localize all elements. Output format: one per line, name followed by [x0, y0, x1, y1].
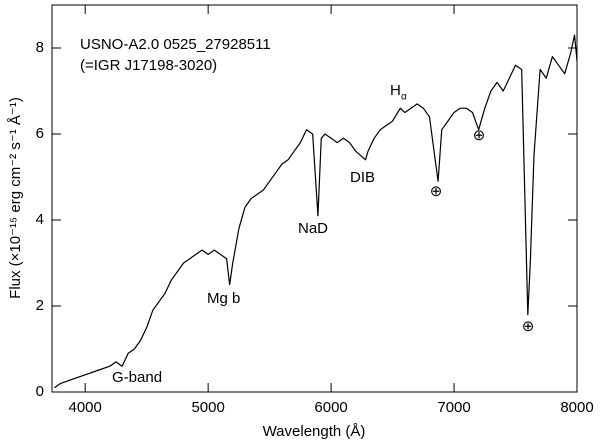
- spectrum-line: [54, 34, 578, 389]
- x-tick-label: 5000: [191, 399, 224, 416]
- annotation: USNO-A2.0 0525_27928511: [80, 36, 271, 53]
- annotation: (=IGR J17198-3020): [80, 57, 217, 74]
- annotation: H: [390, 82, 401, 99]
- y-tick-label: 2: [36, 297, 44, 314]
- annotation: Mg b: [207, 290, 240, 307]
- annotation: ⊕: [473, 127, 486, 144]
- x-tick-label: 4000: [69, 399, 102, 416]
- annotation: NaD: [298, 220, 328, 237]
- y-tick-label: 0: [36, 383, 44, 400]
- annotation: ⊕: [430, 183, 443, 200]
- y-tick-label: 4: [36, 211, 44, 228]
- x-tick-label: 7000: [437, 399, 470, 416]
- annotation: α: [401, 92, 407, 103]
- x-tick-label: 8000: [560, 399, 593, 416]
- annotation: ⊕: [522, 318, 535, 335]
- y-tick-label: 8: [36, 39, 44, 56]
- annotation: DIB: [350, 169, 375, 186]
- x-tick-label: 6000: [314, 399, 347, 416]
- y-tick-label: 6: [36, 125, 44, 142]
- annotation: G-band: [112, 369, 162, 386]
- y-axis-label: Flux (×10⁻¹⁵ erg cm⁻² s⁻¹ Å⁻¹): [7, 97, 24, 299]
- plot-frame: [51, 4, 578, 393]
- x-axis-label: Wavelength (Å): [263, 423, 366, 440]
